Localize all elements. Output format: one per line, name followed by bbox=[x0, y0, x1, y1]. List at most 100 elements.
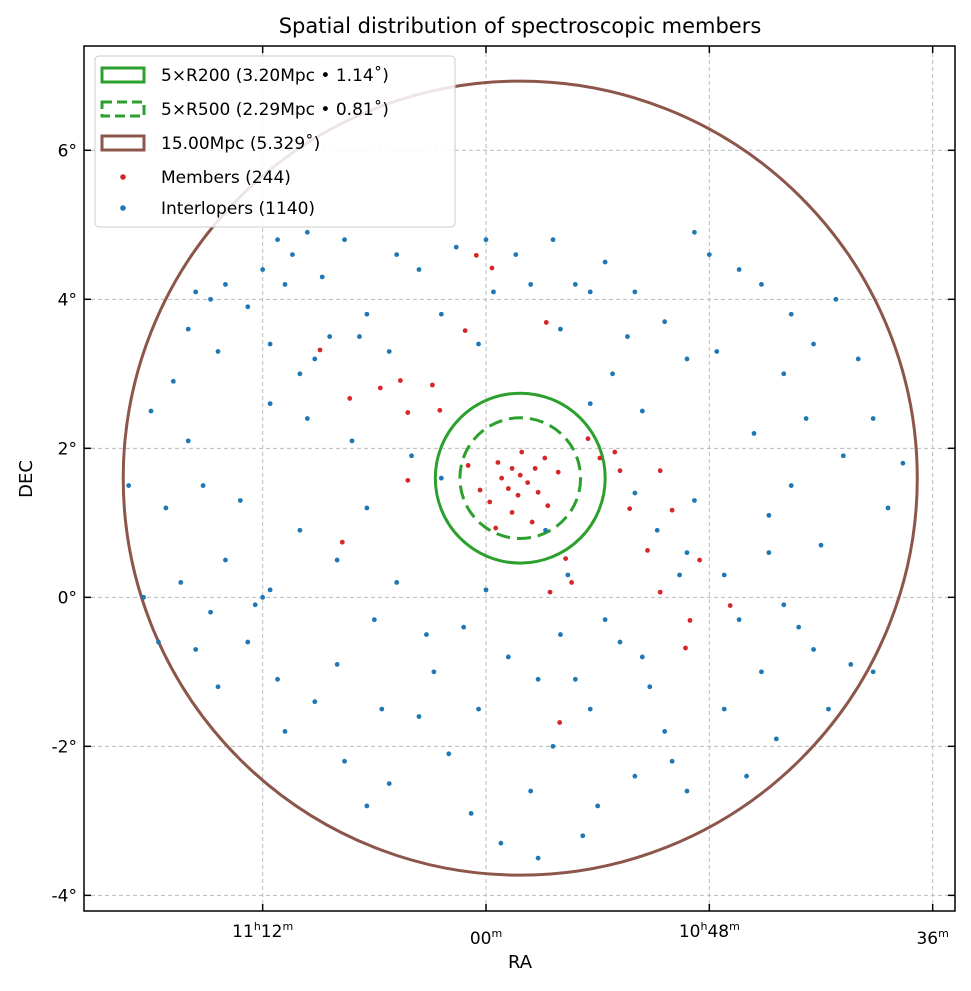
interlopers-point bbox=[692, 498, 697, 503]
members-point bbox=[535, 489, 541, 495]
interlopers-point bbox=[632, 289, 638, 295]
interlopers-point bbox=[468, 810, 474, 816]
members-point bbox=[683, 645, 688, 651]
interlopers-point bbox=[260, 594, 266, 600]
interlopers-point bbox=[431, 669, 437, 675]
interlopers-point bbox=[282, 729, 288, 734]
interlopers-point bbox=[312, 699, 318, 705]
interlopers-point bbox=[371, 617, 377, 623]
legend-marker-members bbox=[120, 174, 126, 180]
members-point bbox=[532, 466, 538, 471]
members-point bbox=[529, 519, 535, 525]
interlopers-point bbox=[461, 624, 467, 630]
members-point bbox=[489, 265, 495, 271]
interlopers-point bbox=[692, 229, 697, 235]
interlopers-point bbox=[602, 259, 608, 265]
members-point bbox=[339, 539, 345, 545]
interlopers-point bbox=[267, 341, 273, 347]
legend-marker-interlopers bbox=[120, 205, 126, 211]
members-point bbox=[657, 589, 663, 595]
interlopers-point bbox=[416, 714, 422, 719]
interlopers-point bbox=[193, 647, 199, 652]
interlopers-point bbox=[476, 706, 481, 712]
interlopers-point bbox=[900, 460, 906, 466]
interlopers-point bbox=[833, 296, 839, 302]
interlopers-point bbox=[528, 282, 534, 287]
interlopers-point bbox=[558, 326, 563, 332]
interlopers-point bbox=[602, 617, 608, 623]
interlopers-point bbox=[580, 833, 586, 839]
members-point bbox=[473, 252, 479, 258]
interlopers-point bbox=[766, 550, 772, 556]
interlopers-point bbox=[647, 684, 653, 690]
interlopers-point bbox=[781, 371, 787, 377]
interlopers-point bbox=[193, 289, 199, 295]
interlopers-point bbox=[826, 706, 831, 712]
interlopers-point bbox=[141, 594, 146, 600]
interlopers-point bbox=[870, 416, 876, 421]
y-tick-label: -2° bbox=[52, 737, 77, 757]
interlopers-point bbox=[215, 684, 221, 690]
interlopers-point bbox=[587, 401, 593, 407]
x-tick-label: 10h48m bbox=[679, 920, 740, 942]
interlopers-point bbox=[714, 349, 720, 354]
interlopers-point bbox=[438, 311, 444, 317]
interlopers-point bbox=[610, 371, 615, 377]
interlopers-point bbox=[706, 252, 712, 258]
interlopers-point bbox=[803, 416, 809, 421]
aperture-circles bbox=[121, 79, 919, 877]
legend-label-members: Members (244) bbox=[161, 168, 291, 188]
interlopers-point bbox=[267, 401, 273, 407]
interlopers-point bbox=[639, 654, 645, 660]
interlopers-point bbox=[744, 773, 749, 779]
circle-r500 bbox=[458, 416, 583, 540]
members-point bbox=[517, 472, 523, 478]
interlopers-point bbox=[632, 490, 638, 496]
interlopers-point bbox=[223, 557, 228, 563]
members-point bbox=[519, 449, 525, 455]
interlopers-point bbox=[773, 736, 779, 742]
interlopers-point bbox=[215, 349, 221, 354]
interlopers-point bbox=[840, 453, 846, 459]
interlopers-point bbox=[416, 267, 422, 272]
legend-label-15mpc: 15.00Mpc (5.329˚) bbox=[161, 133, 320, 154]
members-point bbox=[437, 407, 443, 413]
interlopers-point bbox=[282, 282, 288, 287]
members-point bbox=[487, 499, 493, 505]
legend-swatch-15mpc bbox=[100, 134, 146, 152]
interlopers-point bbox=[535, 676, 541, 682]
members-point bbox=[462, 328, 468, 334]
interlopers-point bbox=[736, 267, 742, 272]
members-point bbox=[617, 468, 623, 474]
members-point bbox=[697, 557, 703, 563]
interlopers-point bbox=[483, 587, 489, 593]
interlopers-point bbox=[565, 572, 571, 578]
interlopers-point bbox=[297, 371, 303, 377]
interlopers-point bbox=[855, 356, 861, 362]
interlopers-point bbox=[848, 661, 854, 667]
members-point bbox=[543, 320, 549, 325]
legend-label-interlopers: Interlopers (1140) bbox=[161, 199, 315, 219]
interlopers-point bbox=[491, 289, 496, 295]
interlopers-point bbox=[304, 229, 310, 235]
interlopers-point bbox=[736, 617, 742, 623]
interlopers-point bbox=[662, 729, 668, 734]
legend-label-r200: 5×R200 (3.20Mpc • 1.14˚) bbox=[161, 65, 389, 86]
y-axis-label: DEC bbox=[16, 460, 37, 498]
interlopers-point bbox=[409, 453, 414, 459]
members-point bbox=[477, 487, 483, 493]
interlopers-point bbox=[275, 237, 280, 243]
interlopers-point bbox=[662, 319, 668, 325]
members-point bbox=[509, 509, 515, 515]
members-point bbox=[465, 463, 471, 468]
interlopers-point bbox=[811, 341, 816, 347]
members-point bbox=[547, 589, 553, 595]
interlopers-point bbox=[543, 527, 548, 533]
interlopers-point bbox=[327, 334, 333, 339]
y-tick-label: 2° bbox=[58, 439, 77, 459]
interlopers-point bbox=[200, 483, 206, 488]
interlopers-point bbox=[811, 647, 816, 652]
interlopers-point bbox=[394, 252, 400, 258]
members-point bbox=[430, 382, 435, 388]
members-point bbox=[405, 477, 411, 483]
